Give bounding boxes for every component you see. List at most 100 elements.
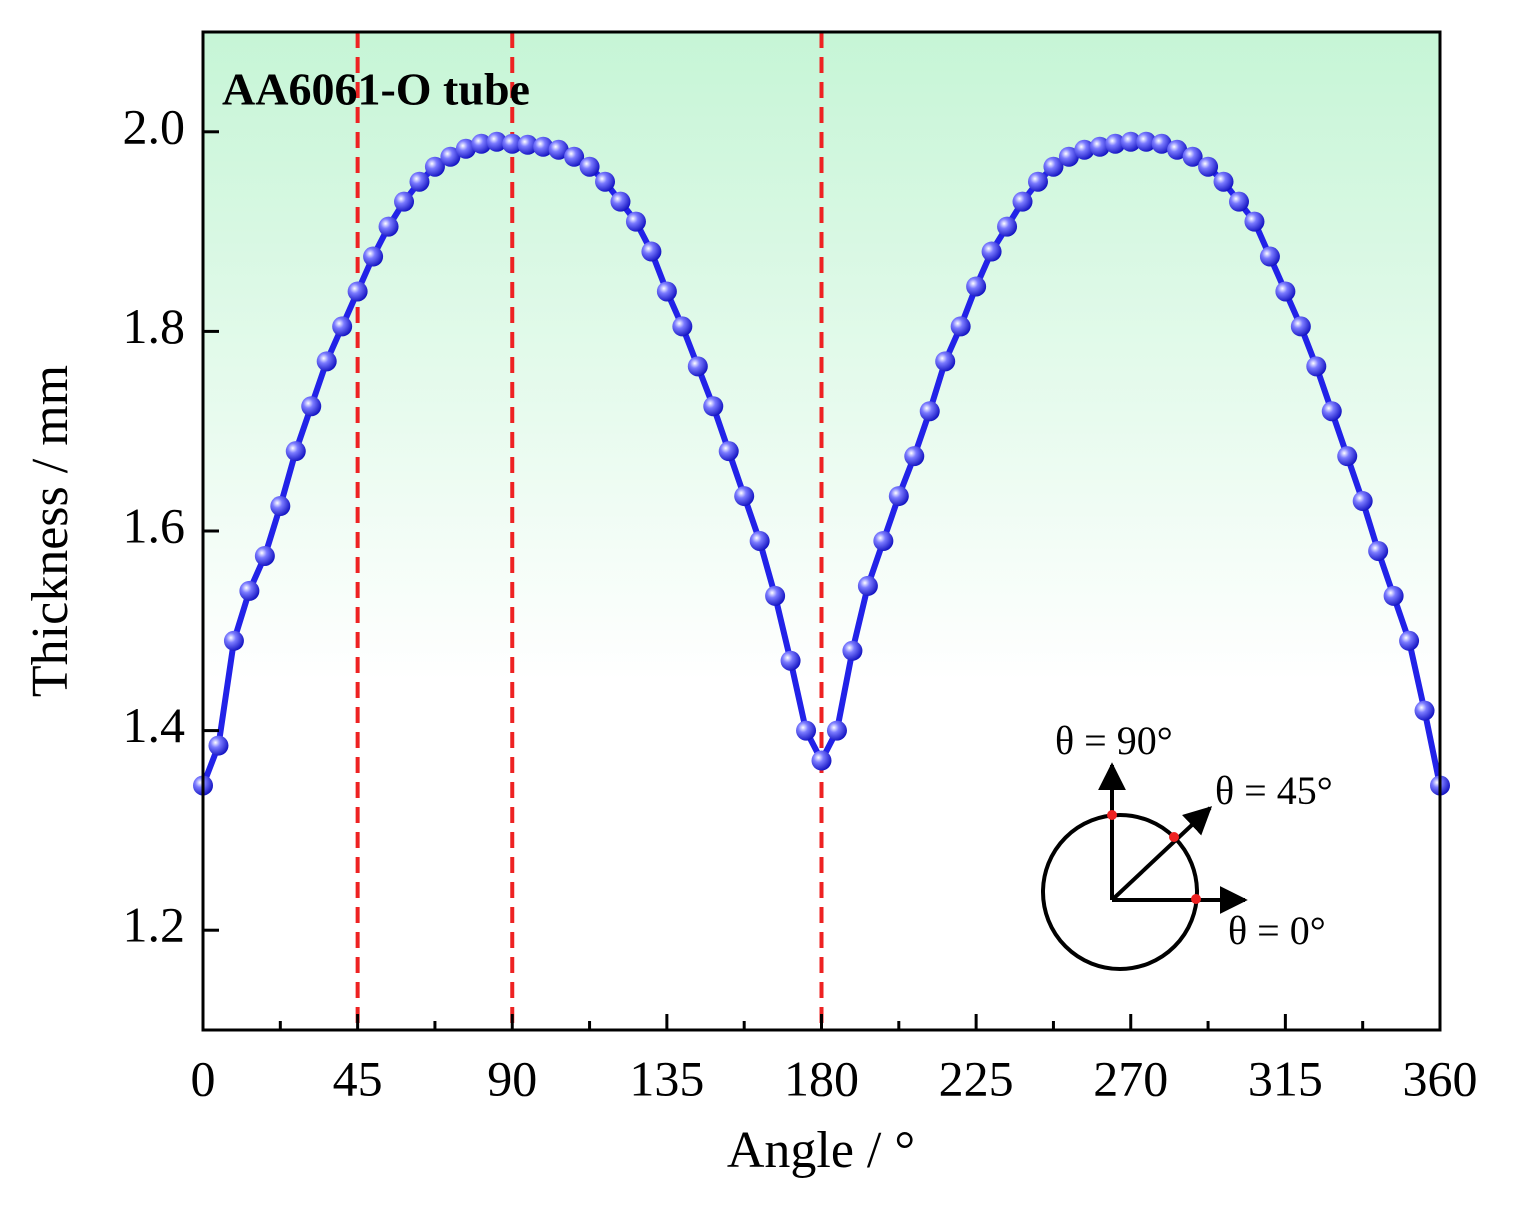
data-point [239, 580, 260, 601]
data-point [440, 146, 461, 167]
x-tick-label: 360 [1403, 1050, 1478, 1106]
data-point [347, 281, 368, 302]
x-tick-label: 270 [1093, 1050, 1168, 1106]
data-point [919, 401, 940, 422]
data-point [888, 486, 909, 507]
data-point [1368, 540, 1389, 561]
x-tick-label: 45 [333, 1050, 383, 1106]
data-point [409, 171, 430, 192]
data-point [1136, 131, 1157, 152]
data-point [301, 396, 322, 417]
data-point [718, 441, 739, 462]
data-point [703, 396, 724, 417]
plot-layer [193, 32, 1450, 1030]
data-point [270, 496, 291, 517]
data-point [1244, 211, 1265, 232]
data-point [455, 138, 476, 159]
inset-label: θ = 90° [1055, 718, 1173, 763]
data-point [1089, 136, 1110, 157]
data-point [826, 720, 847, 741]
data-point [285, 441, 306, 462]
data-point [1151, 133, 1172, 154]
x-tick-label: 315 [1248, 1050, 1323, 1106]
data-point [517, 134, 538, 155]
chart-title: AA6061-O tube [222, 64, 530, 115]
data-point [1198, 156, 1219, 177]
data-point [1228, 191, 1249, 212]
data-point [997, 216, 1018, 237]
data-point [749, 530, 770, 551]
data-point [857, 575, 878, 596]
x-tick-label: 135 [629, 1050, 704, 1106]
data-point [1290, 316, 1311, 337]
data-point [1120, 131, 1141, 152]
data-point [625, 211, 646, 232]
data-point [656, 281, 677, 302]
y-tick-label: 2.0 [123, 98, 186, 154]
data-point [471, 133, 492, 154]
data-point [378, 216, 399, 237]
data-point [1043, 156, 1064, 177]
data-point [950, 316, 971, 337]
data-point [1414, 700, 1435, 721]
data-point [1012, 191, 1033, 212]
data-point [672, 316, 693, 337]
x-tick-label: 0 [191, 1050, 216, 1106]
inset-diagram [1041, 762, 1248, 971]
data-point [641, 241, 662, 262]
data-point [780, 650, 801, 671]
data-point [1213, 171, 1234, 192]
inset-circle [1041, 813, 1199, 971]
data-point [363, 246, 384, 267]
data-point [1058, 146, 1079, 167]
data-point [254, 545, 275, 566]
data-point [1027, 171, 1048, 192]
data-point [1182, 146, 1203, 167]
data-point [208, 735, 229, 756]
data-point [394, 191, 415, 212]
data-point [1275, 281, 1296, 302]
data-point [966, 276, 987, 297]
data-point [332, 316, 353, 337]
inset-arrow [1110, 806, 1213, 902]
data-point [1321, 401, 1342, 422]
y-tick-label: 1.6 [123, 497, 186, 553]
inset-label: θ = 45° [1215, 768, 1333, 813]
data-point [533, 136, 554, 157]
data-point [223, 630, 244, 651]
y-axis-label: Thickness / mm [22, 365, 79, 697]
inset-dot [1191, 894, 1201, 904]
data-point [765, 585, 786, 606]
data-point [796, 720, 817, 741]
inset-label: θ = 0° [1228, 908, 1326, 953]
x-tick-label: 90 [487, 1050, 537, 1106]
data-point [935, 351, 956, 372]
data-point [873, 530, 894, 551]
inset-dot [1107, 810, 1117, 820]
data-point [904, 446, 925, 467]
data-point [1399, 630, 1420, 651]
data-point [811, 750, 832, 771]
data-point [1337, 446, 1358, 467]
inset-dot [1169, 832, 1179, 842]
data-point [595, 171, 616, 192]
data-point [1383, 585, 1404, 606]
y-tick-label: 1.2 [123, 897, 186, 953]
data-point [1167, 139, 1188, 160]
data-point [842, 640, 863, 661]
data-point [1259, 246, 1280, 267]
data-point [424, 156, 445, 177]
data-point [502, 133, 523, 154]
x-tick-label: 180 [784, 1050, 859, 1106]
data-point [316, 351, 337, 372]
x-tick-label: 225 [939, 1050, 1014, 1106]
data-point [981, 241, 1002, 262]
data-point [610, 191, 631, 212]
y-tick-label: 1.4 [123, 697, 186, 753]
data-point [1306, 356, 1327, 377]
y-tick-label: 1.8 [123, 298, 186, 354]
data-point [486, 131, 507, 152]
data-point [564, 146, 585, 167]
data-point [687, 356, 708, 377]
